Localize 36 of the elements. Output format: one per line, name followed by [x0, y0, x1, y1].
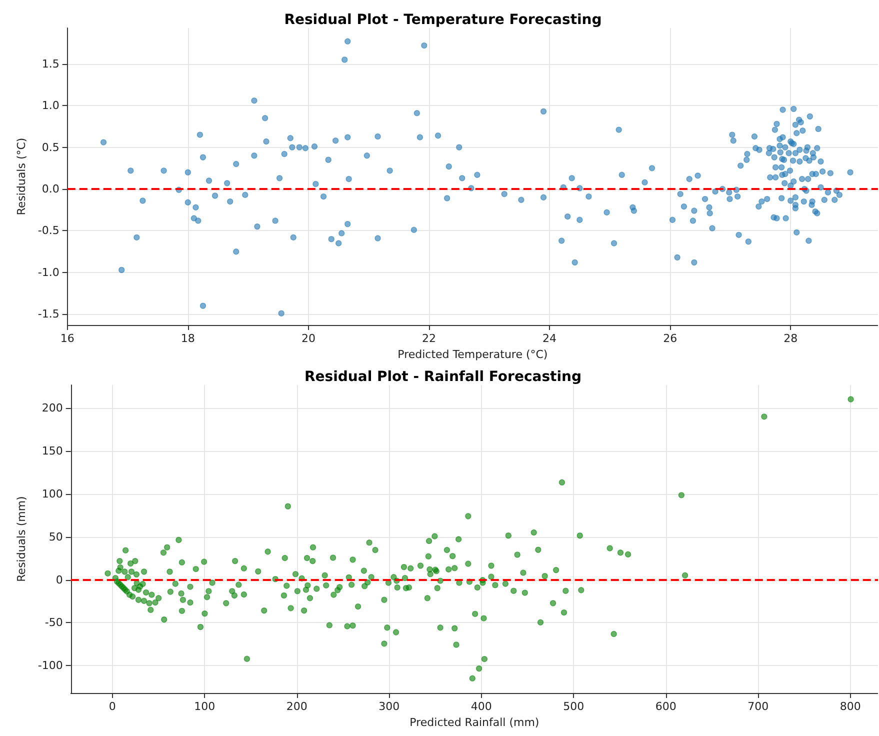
x-tick-label: 28	[784, 332, 798, 345]
x-tick-label: 16	[60, 332, 74, 345]
x-axis-title: Predicted Rainfall (mm)	[410, 716, 540, 729]
y-tick-label: 0.0	[42, 182, 60, 196]
x-tick-label: 600	[655, 700, 676, 713]
x-tick-label: 22	[422, 332, 436, 345]
chart-title: Residual Plot - Rainfall Forecasting	[304, 369, 582, 385]
x-tick-label: 300	[378, 700, 400, 713]
x-tick-label: 0	[108, 700, 116, 713]
x-tick-label: 100	[194, 700, 216, 713]
x-axis-title: Predicted Temperature (°C)	[398, 348, 548, 361]
x-tick-label: 24	[542, 332, 557, 345]
y-axis-title: Residuals (°C)	[15, 138, 28, 216]
y-tick-label: -100	[38, 659, 63, 672]
x-tick-label: 700	[748, 700, 769, 713]
x-tick-label: 26	[663, 332, 678, 345]
x-tick-label: 800	[840, 700, 861, 713]
x-tick-label: 500	[563, 700, 584, 713]
y-tick-label: 0.5	[42, 140, 60, 154]
y-tick-label: -50	[44, 616, 63, 630]
y-axis-title: Residuals (mm)	[15, 496, 28, 582]
x-tick-label: 18	[180, 332, 195, 345]
y-tick-label: -1.0	[38, 266, 60, 279]
y-tick-label: 1.0	[42, 99, 60, 112]
y-tick-label: 50	[48, 530, 63, 544]
x-tick-label: 200	[286, 700, 308, 713]
x-tick-label: 20	[301, 332, 316, 345]
y-tick-label: 150	[42, 444, 63, 458]
y-tick-label: 200	[42, 402, 63, 415]
y-tick-label: 100	[42, 487, 63, 500]
y-tick-label: -1.5	[38, 308, 60, 321]
y-tick-label: 1.5	[42, 57, 60, 70]
x-tick-label: 400	[470, 700, 492, 713]
chart-title: Residual Plot - Temperature Forecasting	[284, 12, 602, 28]
y-tick-label: -0.5	[38, 224, 60, 238]
y-tick-label: 0	[56, 573, 63, 586]
